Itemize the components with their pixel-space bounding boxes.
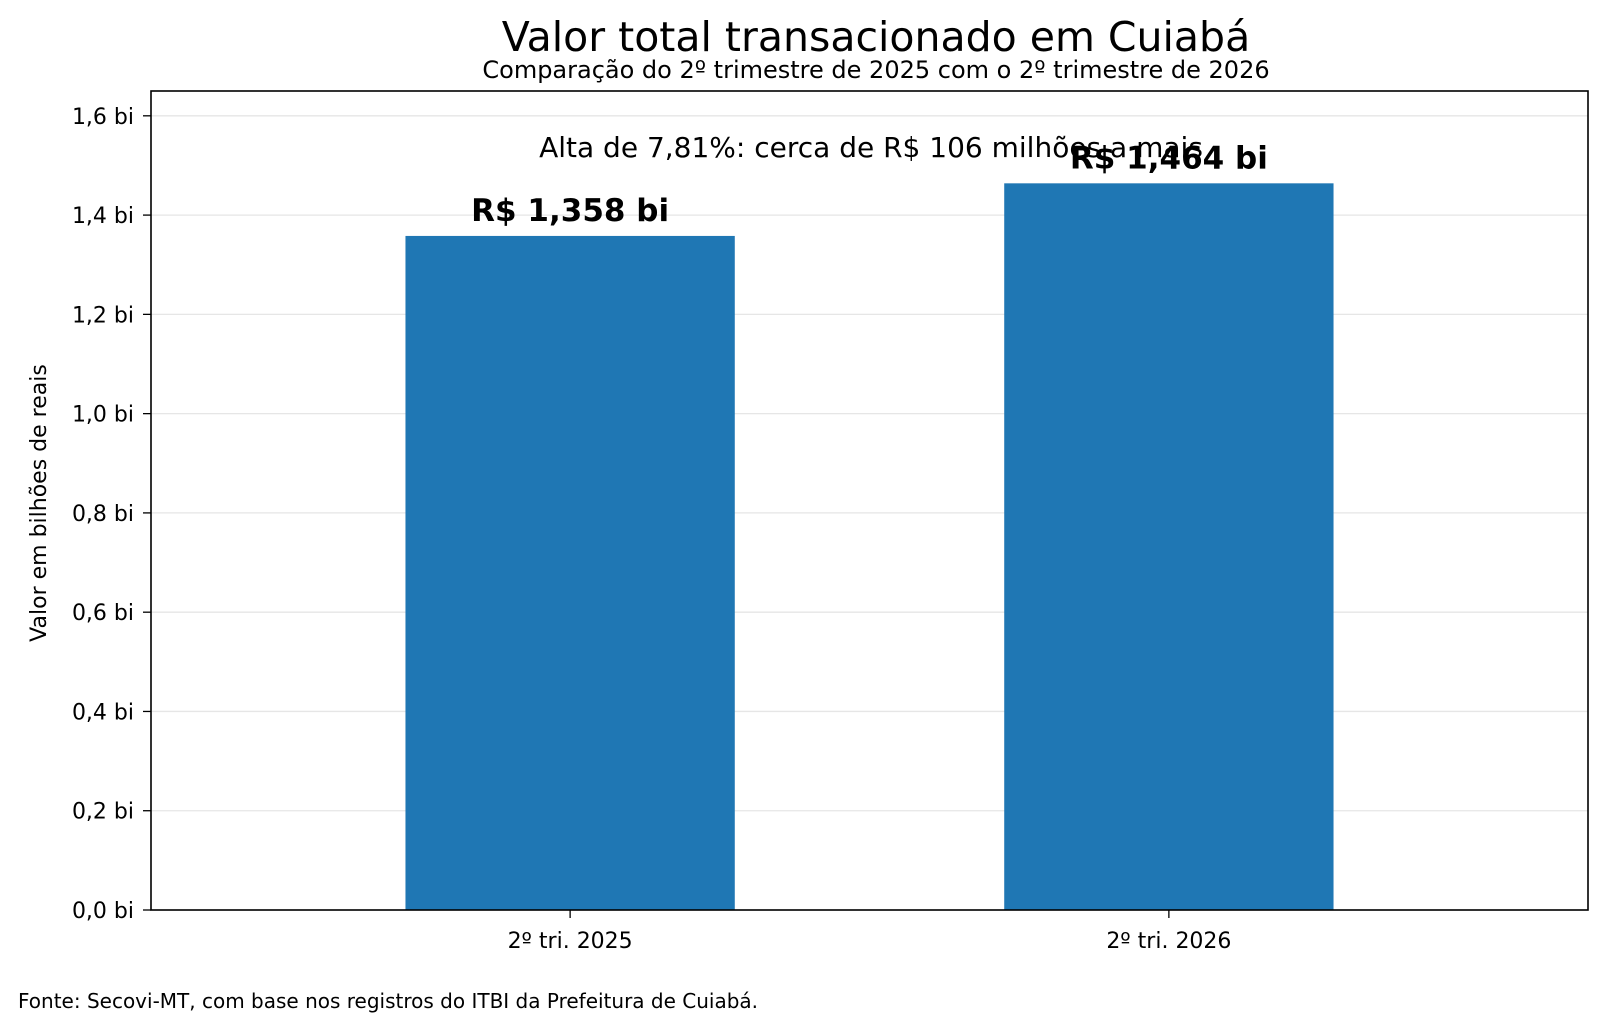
y-tick-label: 0,4 bi — [72, 700, 134, 725]
bar — [1004, 183, 1334, 911]
y-tick-label: 0,6 bi — [72, 601, 134, 626]
x-axis-ticks: 2º tri. 2025 2º tri. 2026 — [508, 910, 1231, 954]
data-labels: R$ 1,358 bi R$ 1,464 bi — [471, 140, 1268, 229]
bars — [405, 183, 1334, 911]
grid-lines — [151, 115, 1588, 911]
source-note: Fonte: Secovi-MT, com base nos registros… — [18, 989, 758, 1013]
y-axis-label: Valor em bilhões de reais — [27, 364, 52, 642]
y-axis-ticks: 0,0 bi 0,2 bi 0,4 bi 0,6 bi 0,8 bi 1,0 bi 1,2 … — [72, 105, 151, 924]
y-tick-label: 0,0 bi — [72, 899, 134, 924]
bar — [405, 235, 735, 911]
y-tick-label: 1,4 bi — [72, 204, 134, 229]
chart-subtitle: Comparação do 2º trimestre de 2025 com o… — [482, 56, 1269, 84]
bar-value-label: R$ 1,358 bi — [471, 193, 669, 229]
bar-value-label: R$ 1,464 bi — [1070, 140, 1268, 176]
y-tick-label: 1,0 bi — [72, 403, 134, 428]
y-tick-label: 1,2 bi — [72, 303, 134, 328]
y-tick-label: 0,8 bi — [72, 502, 134, 527]
annotation: Alta de 7,81%: cerca de R$ 106 milhões a… — [539, 131, 1203, 164]
x-tick-label: 2º tri. 2025 — [508, 929, 633, 954]
x-tick-label: 2º tri. 2026 — [1106, 929, 1231, 954]
y-tick-label: 1,6 bi — [72, 105, 134, 130]
chart-title: Valor total transacionado em Cuiabá — [502, 13, 1250, 61]
plot-frame — [150, 90, 1589, 911]
y-tick-label: 0,2 bi — [72, 800, 134, 825]
